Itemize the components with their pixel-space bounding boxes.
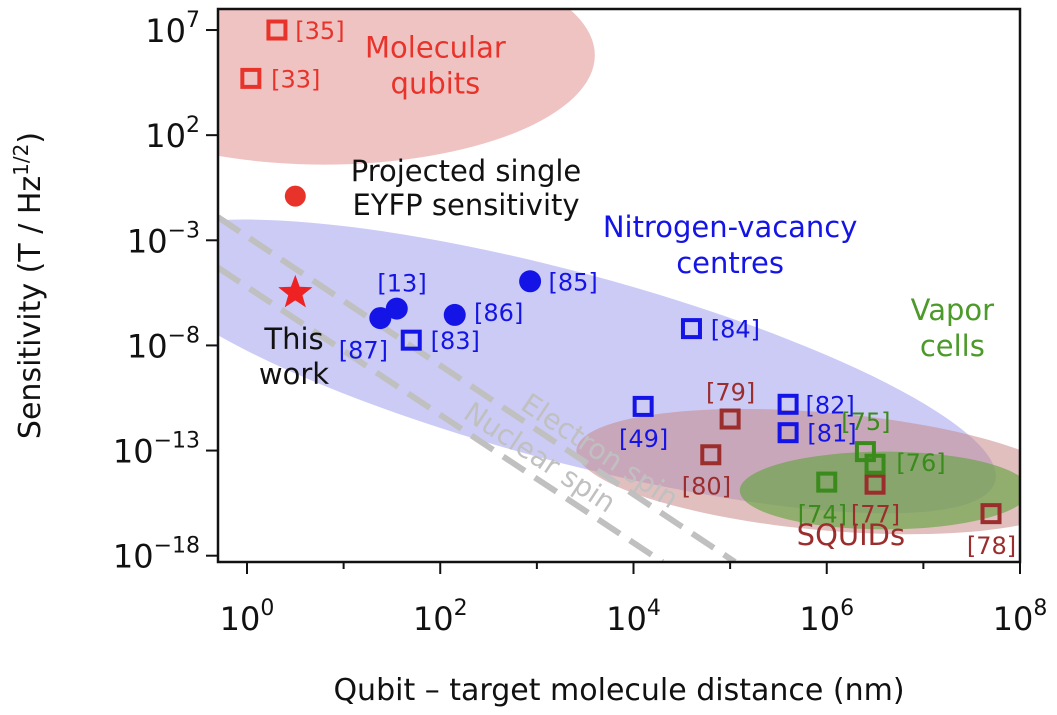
point-label-86: [86]: [474, 299, 523, 327]
point-label-79: [79]: [706, 379, 755, 407]
point-33: [240, 67, 262, 89]
point-label-78: [78]: [967, 532, 1016, 560]
point-87: [369, 307, 392, 330]
projected-eyfp-point: [284, 185, 306, 207]
point-label-87: [87]: [339, 337, 388, 365]
y-axis-label-main: Sensitivity (T / Hz: [13, 176, 48, 439]
point-label-75: [75]: [841, 408, 890, 436]
point-85: [519, 270, 542, 293]
nuclear-spin-line: [218, 265, 665, 562]
point-35: [266, 19, 288, 41]
point-label-76: [76]: [896, 449, 945, 477]
region-vapor-cells: [739, 451, 1020, 530]
region-label-molecular-qubits: qubits: [391, 66, 481, 100]
region-label-nitrogen-vacancy-centres: centres: [676, 246, 784, 280]
y-tick-label: 10−8: [127, 323, 200, 365]
electron-spin-line: [218, 214, 737, 562]
projected-eyfp-label-line: EYFP sensitivity: [352, 188, 579, 222]
point-label-35: [35]: [295, 17, 344, 45]
x-tick-label: 106: [799, 596, 854, 638]
y-axis-label: Sensitivity (T / Hz1/2): [9, 132, 48, 439]
point-label-80: [80]: [682, 472, 731, 500]
point-label-82: [82]: [805, 391, 854, 419]
this-work-label-line: This: [263, 322, 323, 356]
region-molecular-qubits: [218, 9, 595, 165]
region-label-nitrogen-vacancy-centres: Nitrogen-vacancy: [603, 210, 858, 244]
point-79: [719, 408, 741, 430]
point-label-81: [81]: [807, 420, 856, 448]
point-76: [864, 453, 886, 475]
axes-layer: 100 102 104 106 108 107 102 10−3 10−8 10−13 10−18: [113, 8, 1048, 638]
point-label-77: [77]: [851, 501, 900, 529]
point-label-85: [85]: [548, 268, 597, 296]
y-tick-label: 10−18: [113, 534, 200, 576]
point-81: [777, 422, 799, 444]
x-tick-label: 104: [606, 596, 661, 638]
y-tick-label: 102: [145, 113, 200, 155]
point-86: [443, 303, 466, 326]
y-tick-label: 10−13: [113, 429, 200, 471]
x-tick-label: 100: [220, 596, 275, 638]
plot-frame: [216, 7, 1022, 564]
this-work-label-line: work: [259, 357, 329, 391]
spin-lines-layer: [218, 214, 737, 562]
y-tick-label: 10−3: [127, 218, 200, 260]
point-13: [385, 297, 408, 320]
point-74: [816, 471, 838, 493]
this-work-star: [278, 274, 313, 308]
points-layer: [240, 19, 1002, 525]
point-49: [632, 395, 654, 417]
point-78: [980, 503, 1002, 525]
region-label-vapor-cells: Vapor: [911, 293, 995, 327]
x-tick-label: 108: [993, 596, 1048, 638]
point-label-74: [74]: [798, 501, 847, 529]
y-axis-label-sup: 1/2: [9, 144, 33, 176]
region-label-squids: SQUIDs: [797, 518, 905, 552]
x-tick-label: 102: [413, 596, 468, 638]
point-82: [777, 393, 799, 415]
point-label-49: [49]: [619, 425, 668, 453]
y-axis-label-close: ): [13, 132, 48, 144]
svg-text:Sensitivity (T / Hz1/2): Sensitivity (T / Hz1/2): [9, 132, 48, 439]
point-label-33: [33]: [271, 65, 320, 93]
region-label-vapor-cells: cells: [920, 329, 985, 363]
point-80: [700, 444, 722, 466]
point-77: [864, 473, 886, 495]
point-label-13: [13]: [377, 269, 426, 297]
point-84: [680, 318, 702, 340]
point-label-84: [84]: [711, 316, 760, 344]
point-label-83: [83]: [431, 327, 480, 355]
y-tick-label: 107: [145, 8, 200, 50]
x-axis-label: Qubit – target molecule distance (nm): [333, 673, 904, 708]
region-label-molecular-qubits: Molecular: [365, 30, 506, 64]
point-83: [400, 329, 422, 351]
projected-eyfp-label-line: Projected single: [351, 154, 582, 188]
